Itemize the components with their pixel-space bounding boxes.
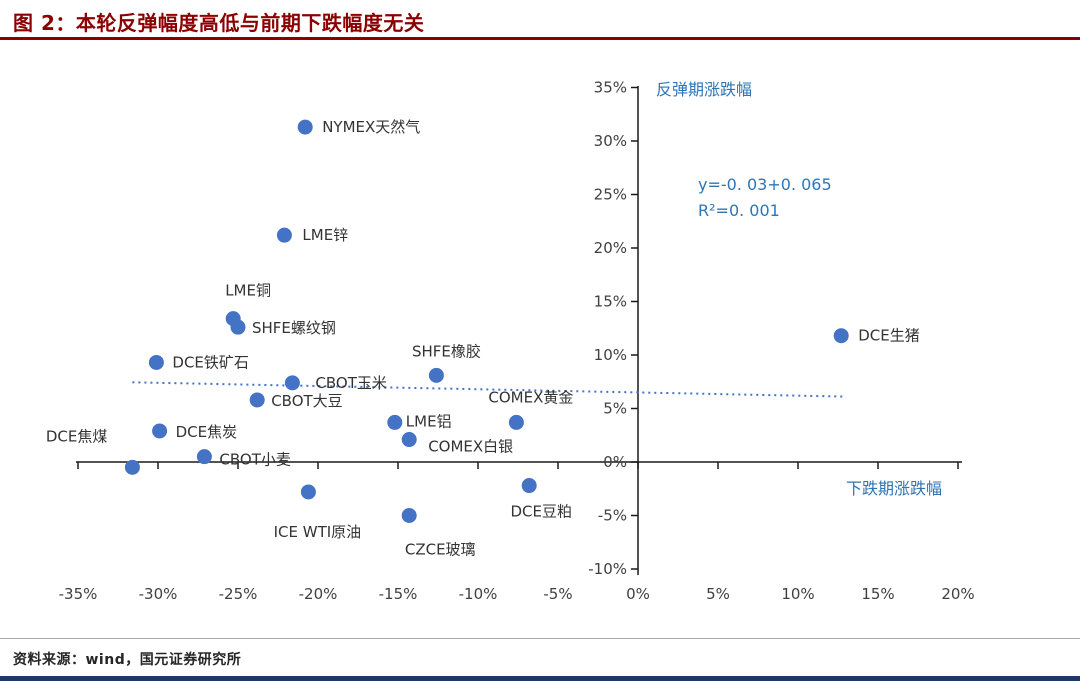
- data-point: [401, 508, 417, 523]
- data-point: [124, 459, 140, 475]
- data-point: [249, 392, 265, 408]
- x-tick-label: -15%: [379, 585, 418, 603]
- y-tick-label: -5%: [598, 507, 627, 525]
- y-tick-label: 5%: [603, 400, 627, 418]
- data-point: [428, 367, 444, 383]
- data-point-label: SHFE螺纹钢: [252, 319, 336, 337]
- data-point-label: LME锌: [302, 226, 348, 244]
- data-point: [387, 414, 403, 430]
- data-point: [401, 432, 417, 448]
- data-point-label: DCE生猪: [858, 327, 920, 345]
- y-tick-label: 25%: [594, 186, 627, 204]
- data-point: [300, 484, 316, 500]
- data-point-label: LME铜: [225, 282, 271, 300]
- data-point-label: CBOT大豆: [271, 392, 342, 410]
- data-point: [508, 414, 524, 430]
- y-tick-label: -10%: [588, 560, 627, 578]
- data-point: [276, 227, 292, 243]
- y-tick-label: 0%: [603, 453, 627, 471]
- x-tick-label: -5%: [543, 585, 572, 603]
- data-point-label: DCE焦炭: [176, 423, 238, 441]
- data-point-label: CBOT玉米: [315, 374, 386, 392]
- data-point-label: COMEX白银: [428, 438, 513, 456]
- regression-r-squared: R²=0. 001: [698, 201, 780, 220]
- header-rule: [0, 37, 1080, 40]
- data-point-label: SHFE橡胶: [412, 342, 481, 360]
- x-tick-label: 20%: [941, 585, 974, 603]
- data-point-label: DCE豆粕: [510, 503, 572, 521]
- data-point: [148, 354, 164, 370]
- x-tick-label: 0%: [626, 585, 650, 603]
- x-tick-label: 10%: [781, 585, 814, 603]
- x-tick-label: -30%: [139, 585, 178, 603]
- y-axis-title: 反弹期涨跌幅: [656, 80, 752, 99]
- data-point: [152, 423, 168, 439]
- x-tick-label: 5%: [706, 585, 730, 603]
- regression-equation: y=-0. 03+0. 065: [698, 175, 832, 194]
- trend-line: [132, 381, 847, 398]
- data-point: [284, 375, 300, 391]
- x-axis-title: 下跌期涨跌幅: [846, 479, 942, 498]
- scatter-chart: -35% -30% -25% -20% -15% -10% -5% 0% 5% 10% 15% 20%…: [46, 79, 975, 604]
- data-point-label: LME铝: [406, 412, 452, 430]
- figure-title: 图 2：本轮反弹幅度高低与前期下跌幅度无关: [13, 11, 425, 35]
- y-tick-label: 10%: [594, 346, 627, 364]
- bottom-bar: [0, 676, 1080, 681]
- x-tick-label: -25%: [219, 585, 258, 603]
- data-point-label: NYMEX天然气: [322, 118, 420, 136]
- data-point-label: CBOT小麦: [219, 451, 290, 469]
- x-tick-label: -35%: [59, 585, 98, 603]
- data-point-label: ICE WTI原油: [274, 523, 362, 541]
- y-tick-label: 15%: [594, 293, 627, 311]
- data-point-label: DCE焦煤: [46, 427, 108, 445]
- data-point-label: CZCE玻璃: [405, 541, 476, 559]
- x-tick-label: -10%: [459, 585, 498, 603]
- x-tick-label: 15%: [861, 585, 894, 603]
- data-point: [297, 119, 313, 135]
- data-point: [230, 319, 246, 335]
- data-point-label: COMEX黄金: [488, 388, 573, 406]
- footer-divider: [0, 638, 1080, 639]
- data-point: [196, 449, 212, 465]
- data-point: [521, 478, 537, 494]
- source-note: 资料来源：wind，国元证券研究所: [13, 652, 242, 668]
- data-point: [833, 328, 849, 344]
- data-point-label: DCE铁矿石: [172, 353, 249, 371]
- x-tick-label: -20%: [299, 585, 338, 603]
- y-tick-label: 30%: [594, 132, 627, 150]
- y-tick-label: 35%: [594, 79, 627, 97]
- y-tick-label: 20%: [594, 239, 627, 257]
